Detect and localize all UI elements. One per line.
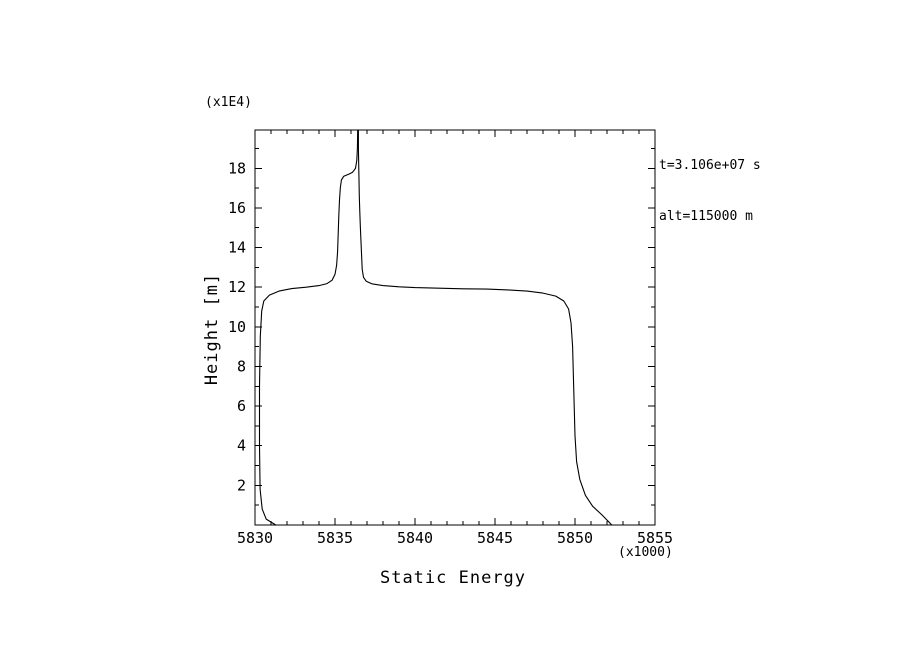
y-axis-title: Height [m] [202, 272, 222, 386]
series-left-profile [258, 129, 359, 526]
y-tick-label: 4 [237, 437, 246, 455]
y-tick-label: 10 [228, 318, 246, 336]
x-tick-label: 5835 [317, 529, 353, 547]
x-axis-unit-label: (x1000) [618, 545, 673, 560]
annotation-time: t=3.106e+07 s [659, 158, 761, 173]
y-tick-label: 6 [237, 397, 246, 415]
y-tick-label: 18 [228, 159, 246, 177]
x-tick-label: 5845 [477, 529, 513, 547]
x-tick-label: 5855 [637, 529, 673, 547]
x-axis-title: Static Energy [379, 568, 527, 588]
y-tick-label: 14 [228, 239, 246, 257]
series-right-profile [357, 129, 613, 526]
y-tick-label: 8 [237, 357, 246, 375]
annotation-altitude: alt=115000 m [659, 209, 753, 224]
y-tick-label: 12 [228, 278, 246, 296]
annotation-block: t=3.106e+07 s alt=115000 m [659, 123, 761, 259]
plot-frame [254, 129, 656, 526]
y-tick-label: 2 [237, 476, 246, 494]
y-axis-unit-label: (x1E4) [205, 95, 252, 110]
y-tick-label: 16 [228, 199, 246, 217]
x-tick-label: 5850 [557, 529, 593, 547]
x-tick-label: 5830 [237, 529, 273, 547]
x-tick-label: 5840 [397, 529, 433, 547]
